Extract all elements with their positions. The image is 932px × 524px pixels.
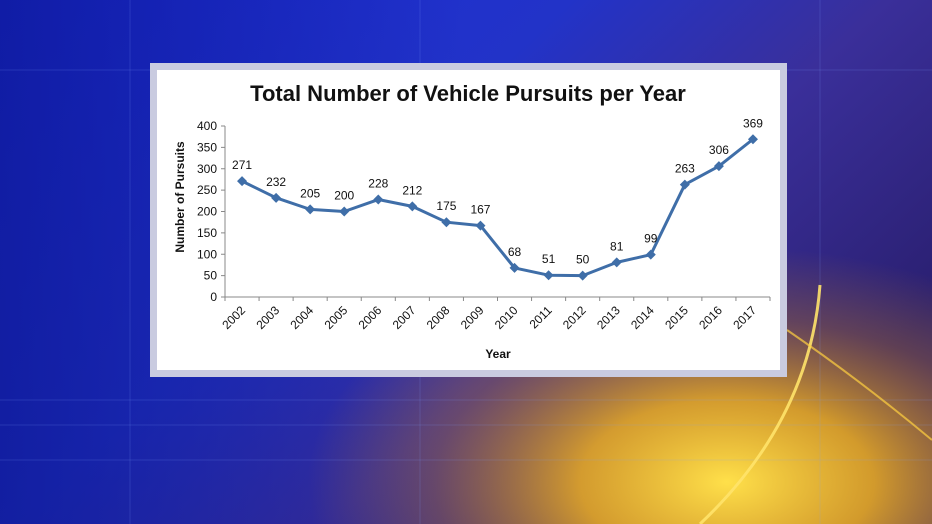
y-tick-label: 150 — [197, 226, 217, 240]
data-label: 68 — [508, 245, 522, 259]
data-point — [237, 176, 248, 187]
series-line — [241, 138, 754, 278]
x-ticks: 2002 2003 2004 2005 2006 2007 2008 2009 2010 2011… — [219, 297, 771, 332]
data-point — [475, 220, 486, 231]
data-label: 167 — [470, 203, 490, 217]
x-tick-label: 2006 — [356, 303, 385, 332]
data-point — [645, 249, 656, 260]
data-label: 271 — [232, 158, 252, 172]
x-tick-label: 2002 — [219, 303, 248, 332]
x-tick-label: 2003 — [253, 303, 282, 332]
data-label: 51 — [542, 252, 556, 266]
x-tick-label: 2005 — [322, 303, 351, 332]
x-tick-label: 2011 — [527, 303, 555, 331]
y-tick-label: 400 — [197, 119, 217, 133]
data-label: 228 — [368, 177, 388, 191]
y-tick-label: 100 — [197, 247, 217, 261]
x-tick-label: 2014 — [628, 303, 657, 332]
data-label: 99 — [644, 232, 658, 246]
data-point — [441, 217, 452, 228]
data-point — [747, 134, 758, 145]
series-group: 271 232 205 200 228 212 175 167 68 51 50 81 99 263 306… — [232, 116, 763, 281]
data-point — [543, 270, 554, 281]
data-label: 205 — [300, 186, 320, 200]
y-tick-label: 350 — [197, 140, 217, 154]
data-point — [373, 194, 384, 205]
y-tick-label: 0 — [210, 290, 217, 304]
x-tick-label: 2013 — [594, 303, 623, 332]
y-ticks: 0 50 100 150 200 250 300 350 400 — [197, 119, 225, 304]
data-point — [407, 201, 418, 212]
data-label: 369 — [743, 116, 763, 130]
y-tick-label: 50 — [204, 269, 218, 283]
data-label: 81 — [610, 239, 624, 253]
data-label: 212 — [402, 183, 422, 197]
x-tick-label: 2007 — [390, 303, 419, 332]
data-label: 263 — [675, 162, 695, 176]
x-tick-label: 2012 — [560, 303, 589, 332]
data-label: 175 — [436, 199, 456, 213]
y-tick-label: 300 — [197, 162, 217, 176]
x-tick-label: 2015 — [662, 303, 691, 332]
data-point — [679, 179, 690, 190]
chart-title: Total Number of Vehicle Pursuits per Yea… — [250, 81, 686, 106]
y-tick-label: 200 — [197, 205, 217, 219]
data-point — [271, 192, 282, 203]
data-label: 232 — [266, 175, 286, 189]
x-tick-label: 2009 — [458, 303, 487, 332]
line-chart: Total Number of Vehicle Pursuits per Yea… — [173, 81, 771, 361]
data-point — [509, 262, 520, 273]
x-axis-title: Year — [485, 347, 511, 361]
data-point — [339, 206, 350, 217]
x-tick-label: 2004 — [287, 303, 316, 332]
x-tick-label: 2017 — [730, 303, 759, 332]
data-label: 306 — [709, 143, 729, 157]
data-point — [713, 161, 724, 172]
data-label: 200 — [334, 189, 354, 203]
data-point — [305, 204, 316, 215]
y-axis-title: Number of Pursuits — [173, 141, 187, 253]
x-tick-label: 2008 — [424, 303, 453, 332]
data-label: 50 — [576, 253, 590, 267]
chart-panel — [157, 70, 780, 370]
x-tick-label: 2016 — [696, 303, 725, 332]
y-tick-label: 250 — [197, 183, 217, 197]
data-point — [611, 257, 622, 268]
x-tick-label: 2010 — [492, 303, 521, 332]
data-point — [577, 270, 588, 281]
